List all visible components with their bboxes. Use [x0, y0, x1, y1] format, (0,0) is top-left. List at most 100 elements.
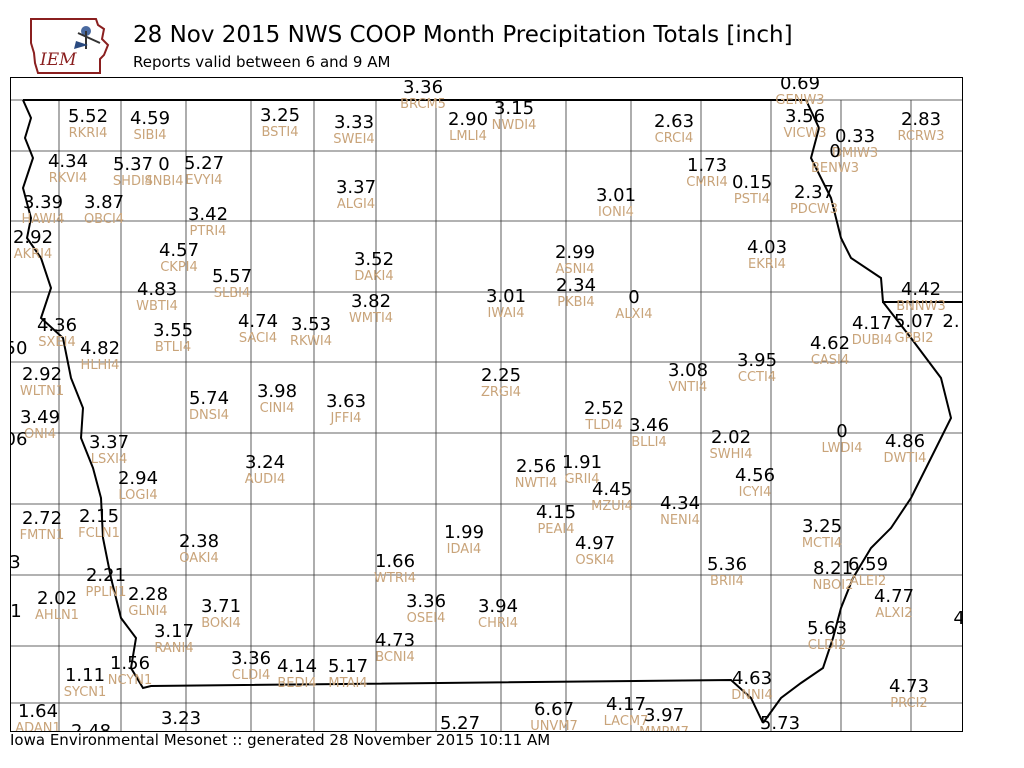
station-id: UNVM7	[530, 719, 578, 732]
station-id: LWDI4	[821, 441, 863, 456]
station-label: 5.37 SHDI4	[112, 156, 154, 189]
station-value: 3.39	[22, 192, 64, 213]
station-value: 4.86	[884, 431, 926, 452]
station-label: 2.92 WLTN1	[19, 366, 65, 399]
station-value: 3.56	[784, 106, 826, 127]
station-label: 0 LWDI4	[821, 423, 863, 456]
station-value: 1.64	[17, 701, 59, 722]
station-label: 2.	[942, 313, 959, 331]
station-id: ONI4	[23, 427, 57, 442]
station-id: WTRI4	[374, 571, 416, 586]
station-value: 5.52	[67, 106, 109, 127]
station-value: 4.14	[276, 656, 318, 677]
station-label: 3.25 MCTI4	[802, 518, 842, 551]
station-value: 2.25	[480, 365, 522, 386]
station-label: 2.99 ASNI4	[555, 244, 595, 277]
station-label: 1.99 IDAI4	[444, 524, 484, 557]
station-id: MMPM7	[639, 726, 689, 731]
station-value: 4.62	[809, 333, 851, 354]
station-id: BLLI4	[631, 435, 667, 450]
station-id: WBTI4	[136, 299, 178, 314]
station-value: 4.34	[659, 493, 701, 514]
station-value: 3.53	[290, 314, 332, 335]
station-id: PSTI4	[733, 192, 771, 207]
station-id: WLTN1	[19, 384, 65, 399]
station-value: 5.73	[759, 713, 801, 732]
station-value: 4.15	[535, 502, 577, 523]
station-id: IDAI4	[446, 542, 482, 557]
station-id: BNNW3	[896, 299, 946, 314]
logo-text: IEM	[39, 50, 77, 70]
station-label: 3.97MMPM7	[639, 707, 689, 732]
station-id: SWEI4	[333, 132, 375, 147]
station-id: ALXI2	[875, 606, 913, 621]
station-id: SXEI4	[38, 335, 76, 350]
station-id: DNNI4	[731, 688, 773, 703]
station-label: 3.36 BRCM5	[400, 79, 446, 112]
station-label: 2.94 LOGI4	[118, 470, 158, 503]
station-value: 1.66	[374, 551, 416, 572]
station-value: 6.59	[847, 554, 889, 575]
station-value: 1.11	[64, 665, 106, 686]
station-id: GPBI2	[894, 331, 934, 346]
station-label: 2.34 PKBI4	[556, 277, 596, 310]
station-label: 0.69 GENW3	[775, 78, 824, 107]
station-id: SLBI4	[213, 286, 251, 301]
station-label: 3.98 CINI4	[257, 383, 297, 416]
station-label: 2.02 SWHI4	[710, 429, 753, 462]
station-value: 0.33	[834, 126, 876, 147]
station-label: 2.63 CRCI4	[654, 113, 694, 146]
station-id: OAKI4	[179, 551, 219, 566]
station-label: 5.73	[760, 715, 800, 732]
station-value: 3.42	[187, 204, 229, 225]
station-label: 0 BENW3	[811, 143, 859, 176]
station-label: 4.62 CASI4	[809, 333, 851, 368]
station-value: 50	[11, 338, 28, 359]
station-value: 3.36	[405, 591, 447, 612]
station-value: 3.23	[160, 708, 202, 729]
station-value: 4.73	[374, 630, 416, 651]
station-id: PRCI2	[890, 696, 928, 711]
station-value: 2.	[942, 311, 960, 332]
station-label: 3.42 PTRI4	[187, 204, 229, 239]
station-label: 3.71 BOKI4	[200, 596, 242, 631]
station-label: 3.01 IWAI4	[486, 288, 526, 321]
station-value: 2.83	[900, 109, 942, 130]
station-label: 4.17 LACM7	[604, 696, 649, 729]
station-id: FMTN1	[19, 528, 65, 543]
station-label: 0 ALXI4	[615, 287, 652, 322]
station-id: HAWI4	[21, 212, 65, 227]
station-label: 5.17 MTAI4	[328, 658, 368, 691]
station-id: LMLI4	[449, 129, 487, 144]
station-id: AHLN1	[35, 608, 79, 623]
station-id: ALEI2	[849, 574, 887, 589]
station-id: ADAN1	[15, 721, 61, 732]
station-id: AUDI4	[244, 472, 286, 487]
station-value: 3.46	[628, 415, 670, 436]
station-value: 4.42	[900, 279, 942, 300]
station-label: 4.59 SIBI4	[130, 110, 170, 143]
station-id: OSEI4	[406, 611, 446, 626]
station-value: 4.63	[731, 668, 773, 689]
station-label: 06	[11, 431, 27, 449]
station-value: 3.25	[259, 105, 301, 126]
station-value: 3.71	[200, 596, 242, 617]
station-label: 4.83 WBTI4	[136, 281, 178, 314]
station-value: 3.94	[477, 596, 519, 617]
station-id: VNTI4	[668, 380, 708, 395]
station-id: IONI4	[598, 205, 634, 220]
station-id: SHDI4	[112, 174, 154, 189]
station-id: PTRI4	[189, 224, 227, 239]
station-label: 3.46 BLLI4	[628, 415, 670, 450]
station-value: 2.48	[70, 721, 112, 732]
station-id: RKVI4	[48, 171, 88, 186]
station-id: HLHI4	[80, 358, 120, 373]
station-value: 4.56	[734, 465, 776, 486]
station-id: NWTI4	[514, 476, 558, 491]
station-label: 5.27	[440, 715, 480, 732]
station-id: OSKI4	[575, 553, 615, 568]
footer-credit: Iowa Environmental Mesonet :: generated …	[10, 731, 551, 749]
station-value: 0	[628, 287, 640, 308]
station-value: 4.97	[574, 533, 616, 554]
station-label: 3.24 AUDI4	[244, 454, 286, 487]
